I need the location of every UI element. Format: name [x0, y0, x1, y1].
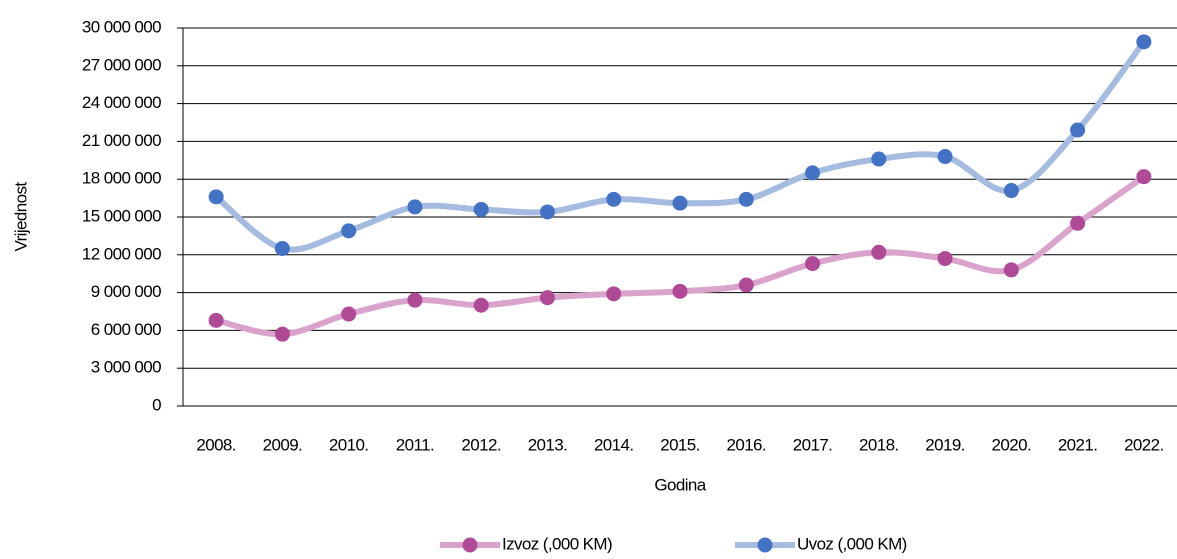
- y-tick-label: 15 000 000: [82, 206, 161, 225]
- data-point: [208, 189, 224, 205]
- data-point: [937, 251, 953, 267]
- data-point: [407, 199, 423, 215]
- y-tick-label: 21 000 000: [82, 131, 161, 150]
- x-tick-label: 2020.: [992, 435, 1032, 454]
- x-tick-label: 2011.: [396, 435, 434, 454]
- x-tick-label: 2018.: [859, 435, 899, 454]
- x-tick-label: 2015.: [660, 435, 700, 454]
- data-point: [805, 256, 821, 272]
- data-point: [1136, 169, 1152, 185]
- data-point: [539, 290, 555, 306]
- x-tick-label: 2010.: [329, 435, 369, 454]
- y-tick-label: 9 000 000: [91, 282, 161, 301]
- data-point: [672, 283, 688, 299]
- y-tick-label: 0: [152, 395, 161, 414]
- data-point: [539, 204, 555, 220]
- y-tick-label: 27 000 000: [82, 55, 161, 74]
- y-tick-label: 6 000 000: [91, 320, 161, 339]
- y-tick-label: 12 000 000: [82, 244, 161, 263]
- x-tick-label: 2012.: [461, 435, 501, 454]
- y-axis-label: Vrijednost: [11, 182, 30, 252]
- x-tick-label: 2019.: [925, 435, 965, 454]
- data-point: [1003, 183, 1019, 199]
- data-point: [1003, 262, 1019, 278]
- x-tick-label: 2021.: [1058, 435, 1098, 454]
- data-point: [805, 165, 821, 181]
- data-point: [473, 297, 489, 313]
- data-point: [738, 191, 754, 207]
- data-point: [341, 223, 357, 239]
- x-tick-label: 2009.: [263, 435, 303, 454]
- series-line: [213, 38, 1147, 253]
- data-point: [672, 195, 688, 211]
- data-point: [274, 241, 290, 256]
- x-tick-label: 2017.: [793, 435, 833, 454]
- x-axis-label: Godina: [654, 475, 706, 494]
- data-point: [1136, 34, 1152, 50]
- x-tick-label: 2008.: [196, 435, 236, 454]
- data-point: [606, 286, 622, 302]
- y-tick-label: 3 000 000: [91, 358, 161, 377]
- x-tick-label: 2013.: [528, 435, 568, 454]
- y-tick-label: 18 000 000: [82, 169, 161, 188]
- data-point: [1070, 122, 1086, 138]
- legend-label: Uvoz (,000 KM): [797, 534, 907, 553]
- data-point: [606, 191, 622, 207]
- data-point: [407, 292, 423, 308]
- y-tick-label: 24 000 000: [82, 93, 161, 112]
- legend-marker: [757, 537, 773, 553]
- data-point: [208, 312, 224, 328]
- x-tick-label: 2014.: [594, 435, 634, 454]
- x-tick-label: 2016.: [726, 435, 766, 454]
- data-point: [473, 201, 489, 217]
- data-point: [871, 244, 887, 260]
- x-tick-label: 2022.: [1124, 435, 1164, 454]
- legend-marker: [462, 537, 478, 553]
- legend-label: Izvoz (,000 KM): [502, 534, 612, 553]
- y-tick-label: 30 000 000: [82, 17, 161, 36]
- data-point: [871, 151, 887, 167]
- data-point: [1070, 215, 1086, 231]
- data-point: [738, 277, 754, 293]
- data-point: [274, 326, 290, 342]
- data-point: [341, 306, 357, 322]
- data-point: [937, 149, 953, 165]
